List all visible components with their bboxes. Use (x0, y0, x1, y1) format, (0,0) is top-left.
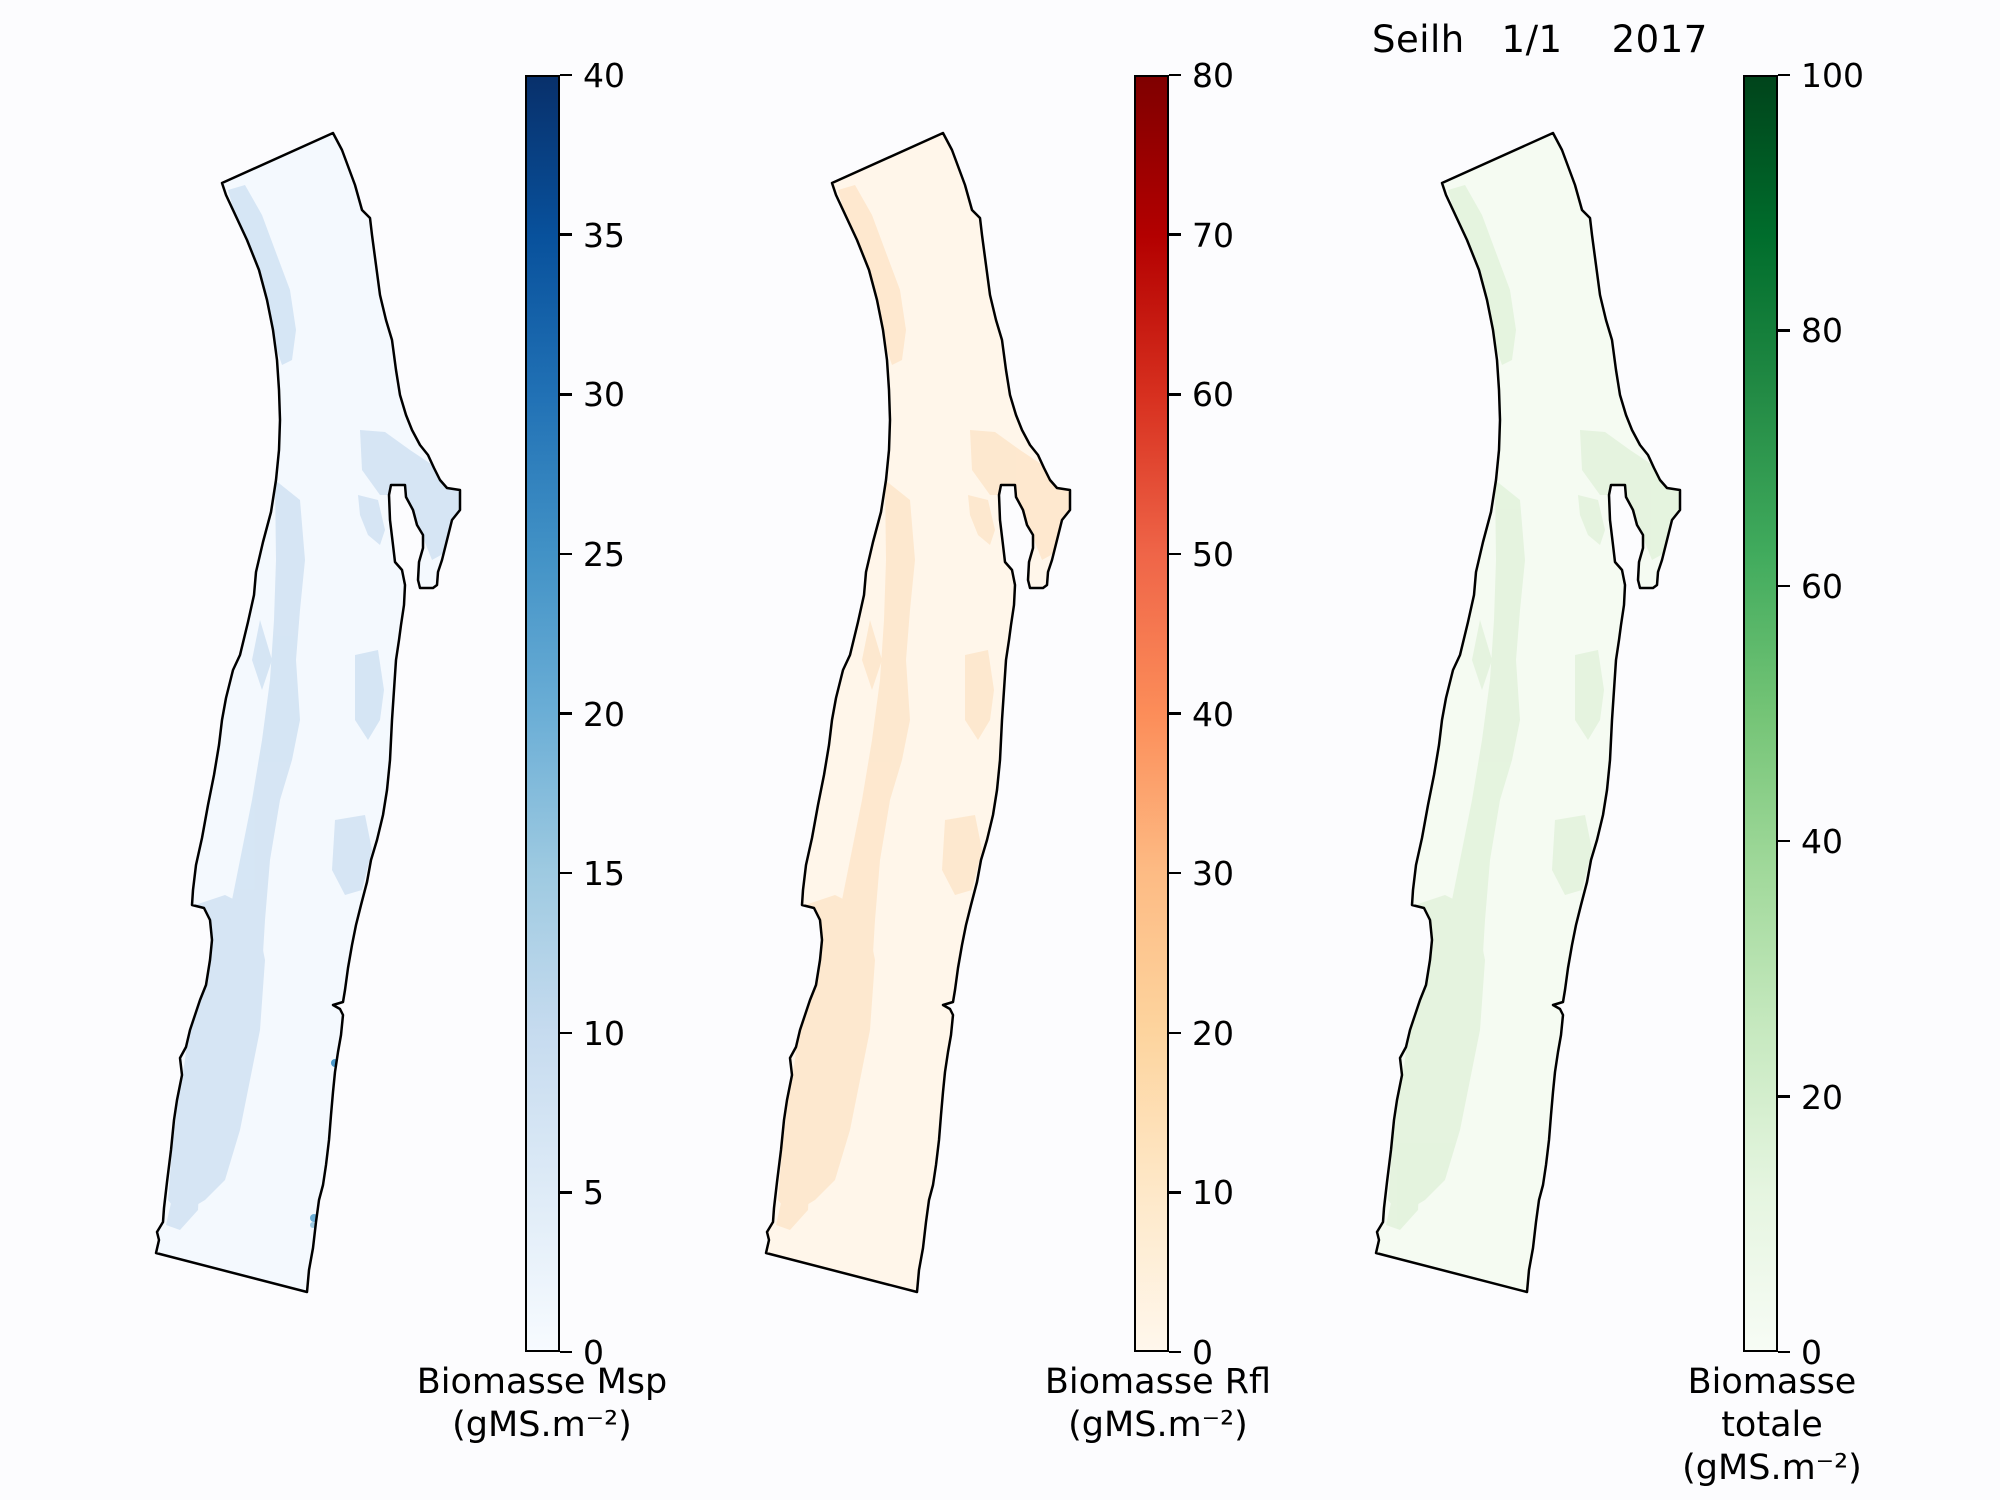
colorbar-tick-label: 60 (1801, 566, 1843, 606)
colorbar-msp-label-line1: Biomasse Msp (416, 1362, 668, 1402)
colorbar-tick-label: 70 (1192, 215, 1234, 255)
colorbar-rfl-label: Biomasse Rfl (gMS.m⁻²) (1008, 1361, 1308, 1447)
colorbar-tick-mark (1169, 871, 1181, 875)
colorbar-tick-label: 20 (1801, 1077, 1843, 1117)
colorbar-tick-label: 35 (583, 215, 625, 255)
colorbar-tick-mark (560, 1350, 572, 1354)
colorbar-tick-label: 5 (583, 1173, 604, 1213)
colorbar-tick-mark (1778, 1350, 1790, 1354)
colorbar-tick-mark (1169, 393, 1181, 396)
colorbar-totale-label-line1: Biomasse (1687, 1362, 1857, 1402)
colorbar-msp (525, 75, 560, 1352)
map-msp (154, 131, 462, 1294)
colorbar-totale-label: Biomasse totale (gMS.m⁻²) (1622, 1361, 1922, 1490)
colorbar-msp-label: Biomasse Msp (gMS.m⁻²) (392, 1361, 692, 1447)
colorbar-tick-mark (1169, 233, 1181, 236)
colorbar-tick-mark (560, 73, 572, 77)
colorbar-tick-label: 20 (1192, 1013, 1234, 1053)
colorbar-rfl (1134, 75, 1169, 1352)
colorbar-tick-mark (1169, 73, 1181, 77)
colorbar-msp-label-line2: (gMS.m⁻²) (452, 1405, 632, 1445)
colorbar-tick-label: 0 (1801, 1333, 1822, 1372)
colorbar-tick-label: 20 (583, 694, 625, 734)
colorbar-tick-label: 40 (1192, 694, 1234, 734)
colorbar-tick-label: 80 (1192, 56, 1234, 95)
colorbar-tick-mark (560, 393, 572, 396)
colorbar-tick-label: 10 (1192, 1173, 1234, 1213)
colorbar-tick-mark (1169, 712, 1181, 715)
colorbar-tick-label: 10 (583, 1013, 625, 1053)
colorbar-tick-label: 30 (1192, 854, 1234, 894)
colorbar-totale-label-line2: totale (1721, 1405, 1823, 1445)
figure-title: Seilh 1/1 2017 (1372, 18, 1708, 61)
colorbar-tick-mark (1169, 1191, 1181, 1194)
colorbar-totale (1743, 75, 1778, 1352)
colorbar-tick-mark (1778, 584, 1790, 588)
colorbar-tick-mark (1169, 552, 1181, 556)
colorbar-tick-label: 60 (1192, 375, 1234, 415)
colorbar-tick-mark (560, 552, 572, 556)
colorbar-tick-label: 30 (583, 375, 625, 415)
colorbar-tick-mark (560, 1031, 572, 1034)
colorbar-tick-label: 40 (583, 56, 625, 95)
colorbar-tick-label: 50 (1192, 534, 1234, 574)
colorbar-tick-label: 15 (583, 854, 625, 894)
colorbar-rfl-label-line2: (gMS.m⁻²) (1068, 1405, 1248, 1445)
colorbar-tick-mark (1169, 1031, 1181, 1034)
colorbar-tick-mark (560, 871, 572, 875)
colorbar-tick-mark (1778, 1095, 1790, 1098)
colorbar-tick-mark (1169, 1350, 1181, 1354)
colorbar-tick-mark (1778, 73, 1790, 77)
colorbar-rfl-label-line1: Biomasse Rfl (1044, 1362, 1272, 1402)
colorbar-tick-label: 0 (1192, 1333, 1213, 1372)
map-totale (1374, 131, 1682, 1294)
colorbar-tick-label: 80 (1801, 311, 1843, 351)
colorbar-totale-label-line3: (gMS.m⁻²) (1682, 1448, 1862, 1488)
colorbar-tick-label: 25 (583, 534, 625, 574)
colorbar-tick-label: 100 (1801, 56, 1864, 95)
colorbar-tick-mark (560, 1191, 572, 1194)
map-rfl (764, 131, 1072, 1294)
colorbar-tick-mark (1778, 329, 1790, 332)
colorbar-tick-mark (560, 233, 572, 236)
colorbar-tick-mark (1778, 839, 1790, 843)
colorbar-tick-label: 0 (583, 1333, 604, 1372)
colorbar-tick-mark (560, 712, 572, 715)
colorbar-tick-label: 40 (1801, 822, 1843, 862)
